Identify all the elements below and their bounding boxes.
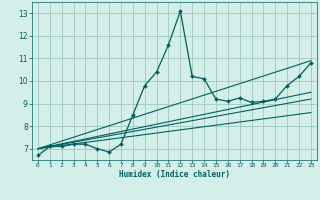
X-axis label: Humidex (Indice chaleur): Humidex (Indice chaleur) — [119, 170, 230, 179]
